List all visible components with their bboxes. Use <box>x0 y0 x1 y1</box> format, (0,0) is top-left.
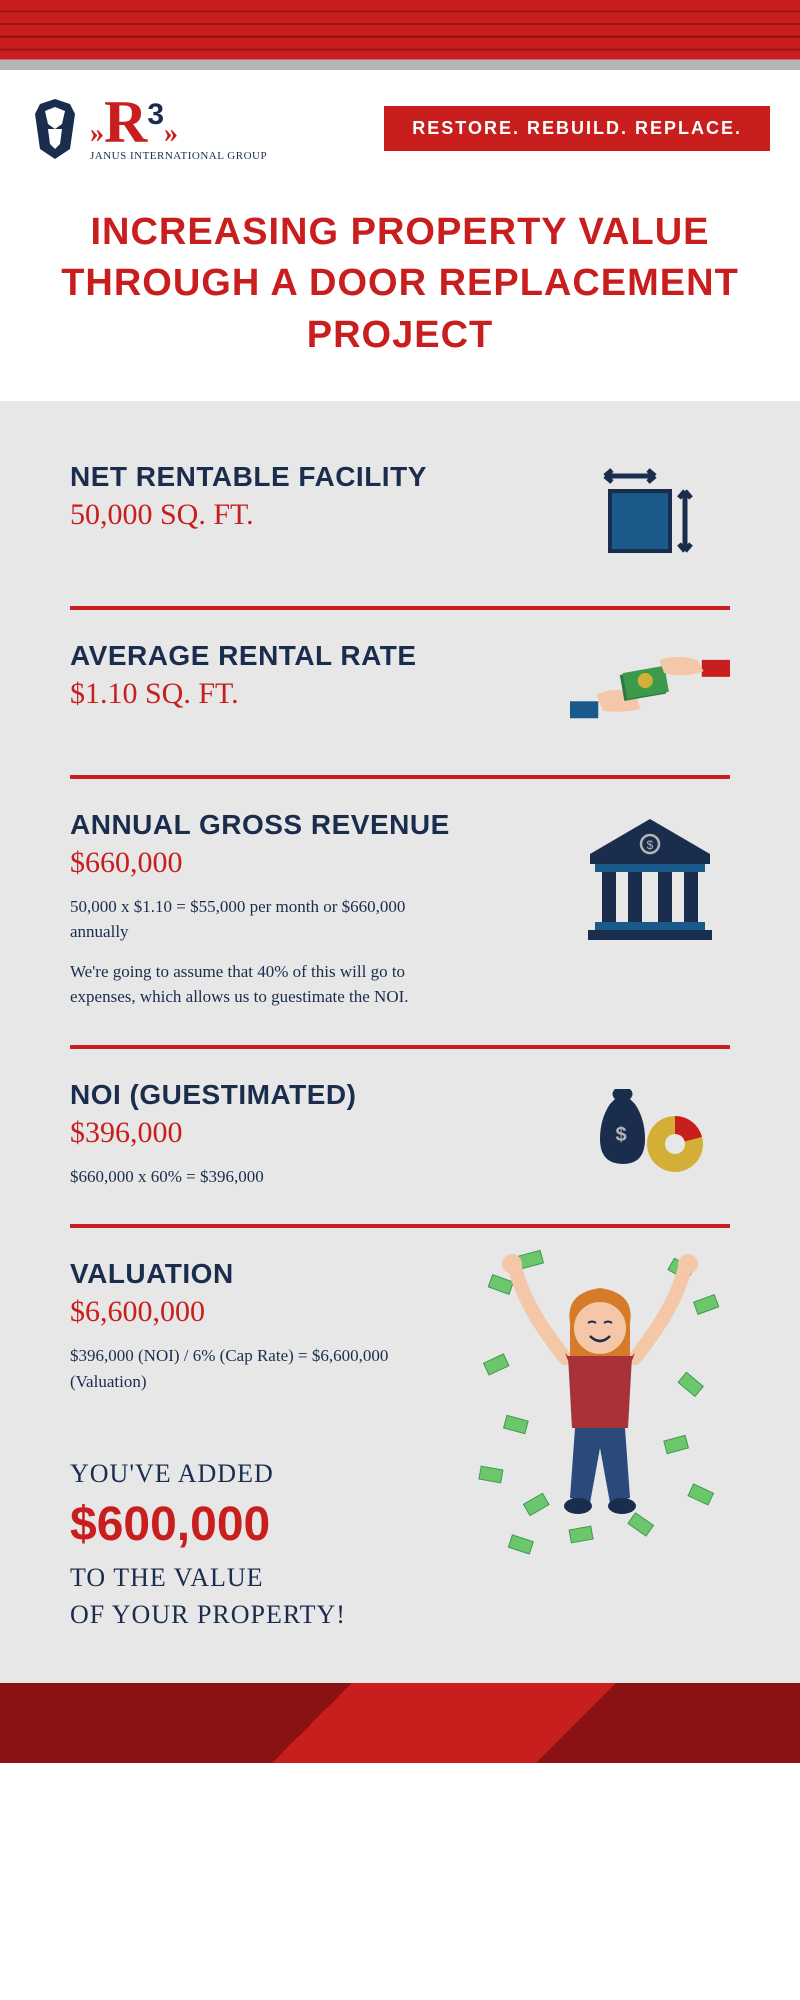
section-text: AVERAGE RENTAL RATE $1.10 SQ. FT. <box>70 640 570 721</box>
section-value: $660,000 <box>70 846 570 880</box>
bottom-red-bar <box>0 1683 800 1763</box>
logo-text: » R 3 » JANUS INTERNATIONAL GROUP <box>90 95 267 162</box>
money-exchange-icon <box>570 640 730 740</box>
section-title: NOI (GUESTIMATED) <box>70 1079 570 1111</box>
section-text: NET RENTABLE FACILITY 50,000 SQ. FT. <box>70 461 570 542</box>
dimensions-icon <box>570 461 730 571</box>
page-title: INCREASING PROPERTY VALUE THROUGH A DOOR… <box>0 177 800 401</box>
bank-icon: $ <box>570 809 730 949</box>
section-text: VALUATION $6,600,000 $396,000 (NOI) / 6%… <box>70 1258 470 1394</box>
content-area: NET RENTABLE FACILITY 50,000 SQ. FT. AVE… <box>0 401 800 1683</box>
top-red-bar <box>0 0 800 70</box>
section-text: NOI (GUESTIMATED) $396,000 $660,000 x 60… <box>70 1079 570 1190</box>
logo-shield-icon <box>30 99 80 159</box>
money-bag-chart-icon: $ <box>570 1079 730 1189</box>
chevron-left-icon: » <box>90 118 104 150</box>
company-name: JANUS INTERNATIONAL GROUP <box>90 150 267 162</box>
section-title: NET RENTABLE FACILITY <box>70 461 570 493</box>
logo: » R 3 » JANUS INTERNATIONAL GROUP <box>30 95 267 162</box>
logo-letter-r: R <box>104 95 147 149</box>
section-title: AVERAGE RENTAL RATE <box>70 640 570 672</box>
section-noi: NOI (GUESTIMATED) $396,000 $660,000 x 60… <box>70 1059 730 1215</box>
section-gross-revenue: ANNUAL GROSS REVENUE $660,000 50,000 x $… <box>70 789 730 1035</box>
section-rental-rate: AVERAGE RENTAL RATE $1.10 SQ. FT. <box>70 620 730 765</box>
section-value: 50,000 SQ. FT. <box>70 498 570 532</box>
section-desc: $660,000 x 60% = $396,000 <box>70 1164 450 1190</box>
section-net-rentable: NET RENTABLE FACILITY 50,000 SQ. FT. <box>70 441 730 596</box>
section-value: $1.10 SQ. FT. <box>70 677 570 711</box>
tagline-box: RESTORE. REBUILD. REPLACE. <box>384 106 770 151</box>
svg-text:$: $ <box>615 1124 626 1146</box>
section-text: ANNUAL GROSS REVENUE $660,000 50,000 x $… <box>70 809 570 1010</box>
section-value: $396,000 <box>70 1116 570 1150</box>
logo-number-3: 3 <box>147 98 164 132</box>
svg-text:$: $ <box>647 838 654 852</box>
section-title: VALUATION <box>70 1258 470 1290</box>
section-title: ANNUAL GROSS REVENUE <box>70 809 570 841</box>
conclusion-line-b: OF YOUR PROPERTY! <box>70 1597 730 1633</box>
divider <box>70 1045 730 1049</box>
section-valuation: VALUATION $6,600,000 $396,000 (NOI) / 6%… <box>70 1238 730 1419</box>
chevron-right-icon: » <box>164 118 178 150</box>
logo-r3: » R 3 » <box>90 95 267 150</box>
section-value: $6,600,000 <box>70 1295 470 1329</box>
section-desc: We're going to assume that 40% of this w… <box>70 959 450 1010</box>
divider <box>70 775 730 779</box>
divider <box>70 1224 730 1228</box>
section-desc: $396,000 (NOI) / 6% (Cap Rate) = $6,600,… <box>70 1343 450 1394</box>
divider <box>70 606 730 610</box>
section-desc: 50,000 x $1.10 = $55,000 per month or $6… <box>70 894 450 945</box>
header: » R 3 » JANUS INTERNATIONAL GROUP RESTOR… <box>0 70 800 177</box>
